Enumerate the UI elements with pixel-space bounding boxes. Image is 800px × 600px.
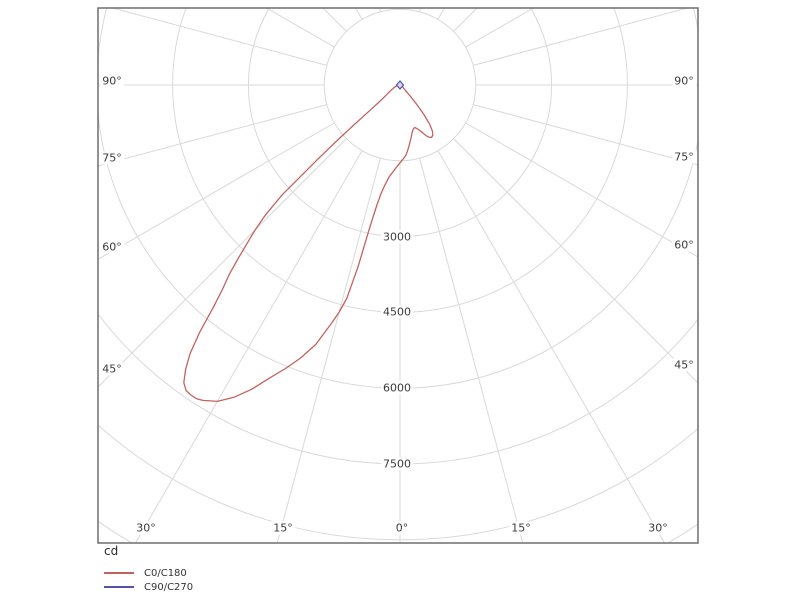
angle-tick-label-bottom: 30° <box>134 521 158 535</box>
legend-item-c0-c180: C0/C180 <box>104 566 193 580</box>
radial-tick-label: 4500 <box>381 305 413 319</box>
angle-tick-label-left: 90° <box>100 74 124 88</box>
plot-border <box>97 7 699 544</box>
legend-line-swatch <box>104 572 134 574</box>
angle-tick-label-right: 90° <box>672 74 696 88</box>
curve-c0-c180 <box>183 84 434 403</box>
angle-tick-label-bottom: 30° <box>646 521 670 535</box>
angle-tick-label-bottom: 15° <box>271 521 295 535</box>
angle-tick-label-bottom: 15° <box>509 521 533 535</box>
origin-marker <box>395 80 405 90</box>
legend-label: C90/C270 <box>144 581 194 593</box>
angle-tick-label-left: 60° <box>100 240 124 254</box>
angle-tick-label-right: 60° <box>672 238 696 252</box>
angle-tick-label-left: 45° <box>100 362 124 376</box>
angle-tick-label-bottom: 0° <box>393 521 411 535</box>
legend-line-swatch <box>104 586 134 588</box>
legend-item-c90-c270: C90/C270 <box>104 580 193 594</box>
angle-tick-label-right: 45° <box>672 358 696 372</box>
radial-tick-label: 3000 <box>381 230 413 244</box>
radial-tick-label: 7500 <box>381 457 413 471</box>
unit-label: cd <box>104 544 119 558</box>
legend: C0/C180 C90/C270 <box>104 566 193 594</box>
legend-label: C0/C180 <box>144 567 187 579</box>
curve-layer <box>183 80 434 403</box>
angle-tick-label-right: 75° <box>672 150 696 164</box>
angle-tick-label-left: 75° <box>100 151 124 165</box>
radial-tick-label: 6000 <box>381 381 413 395</box>
